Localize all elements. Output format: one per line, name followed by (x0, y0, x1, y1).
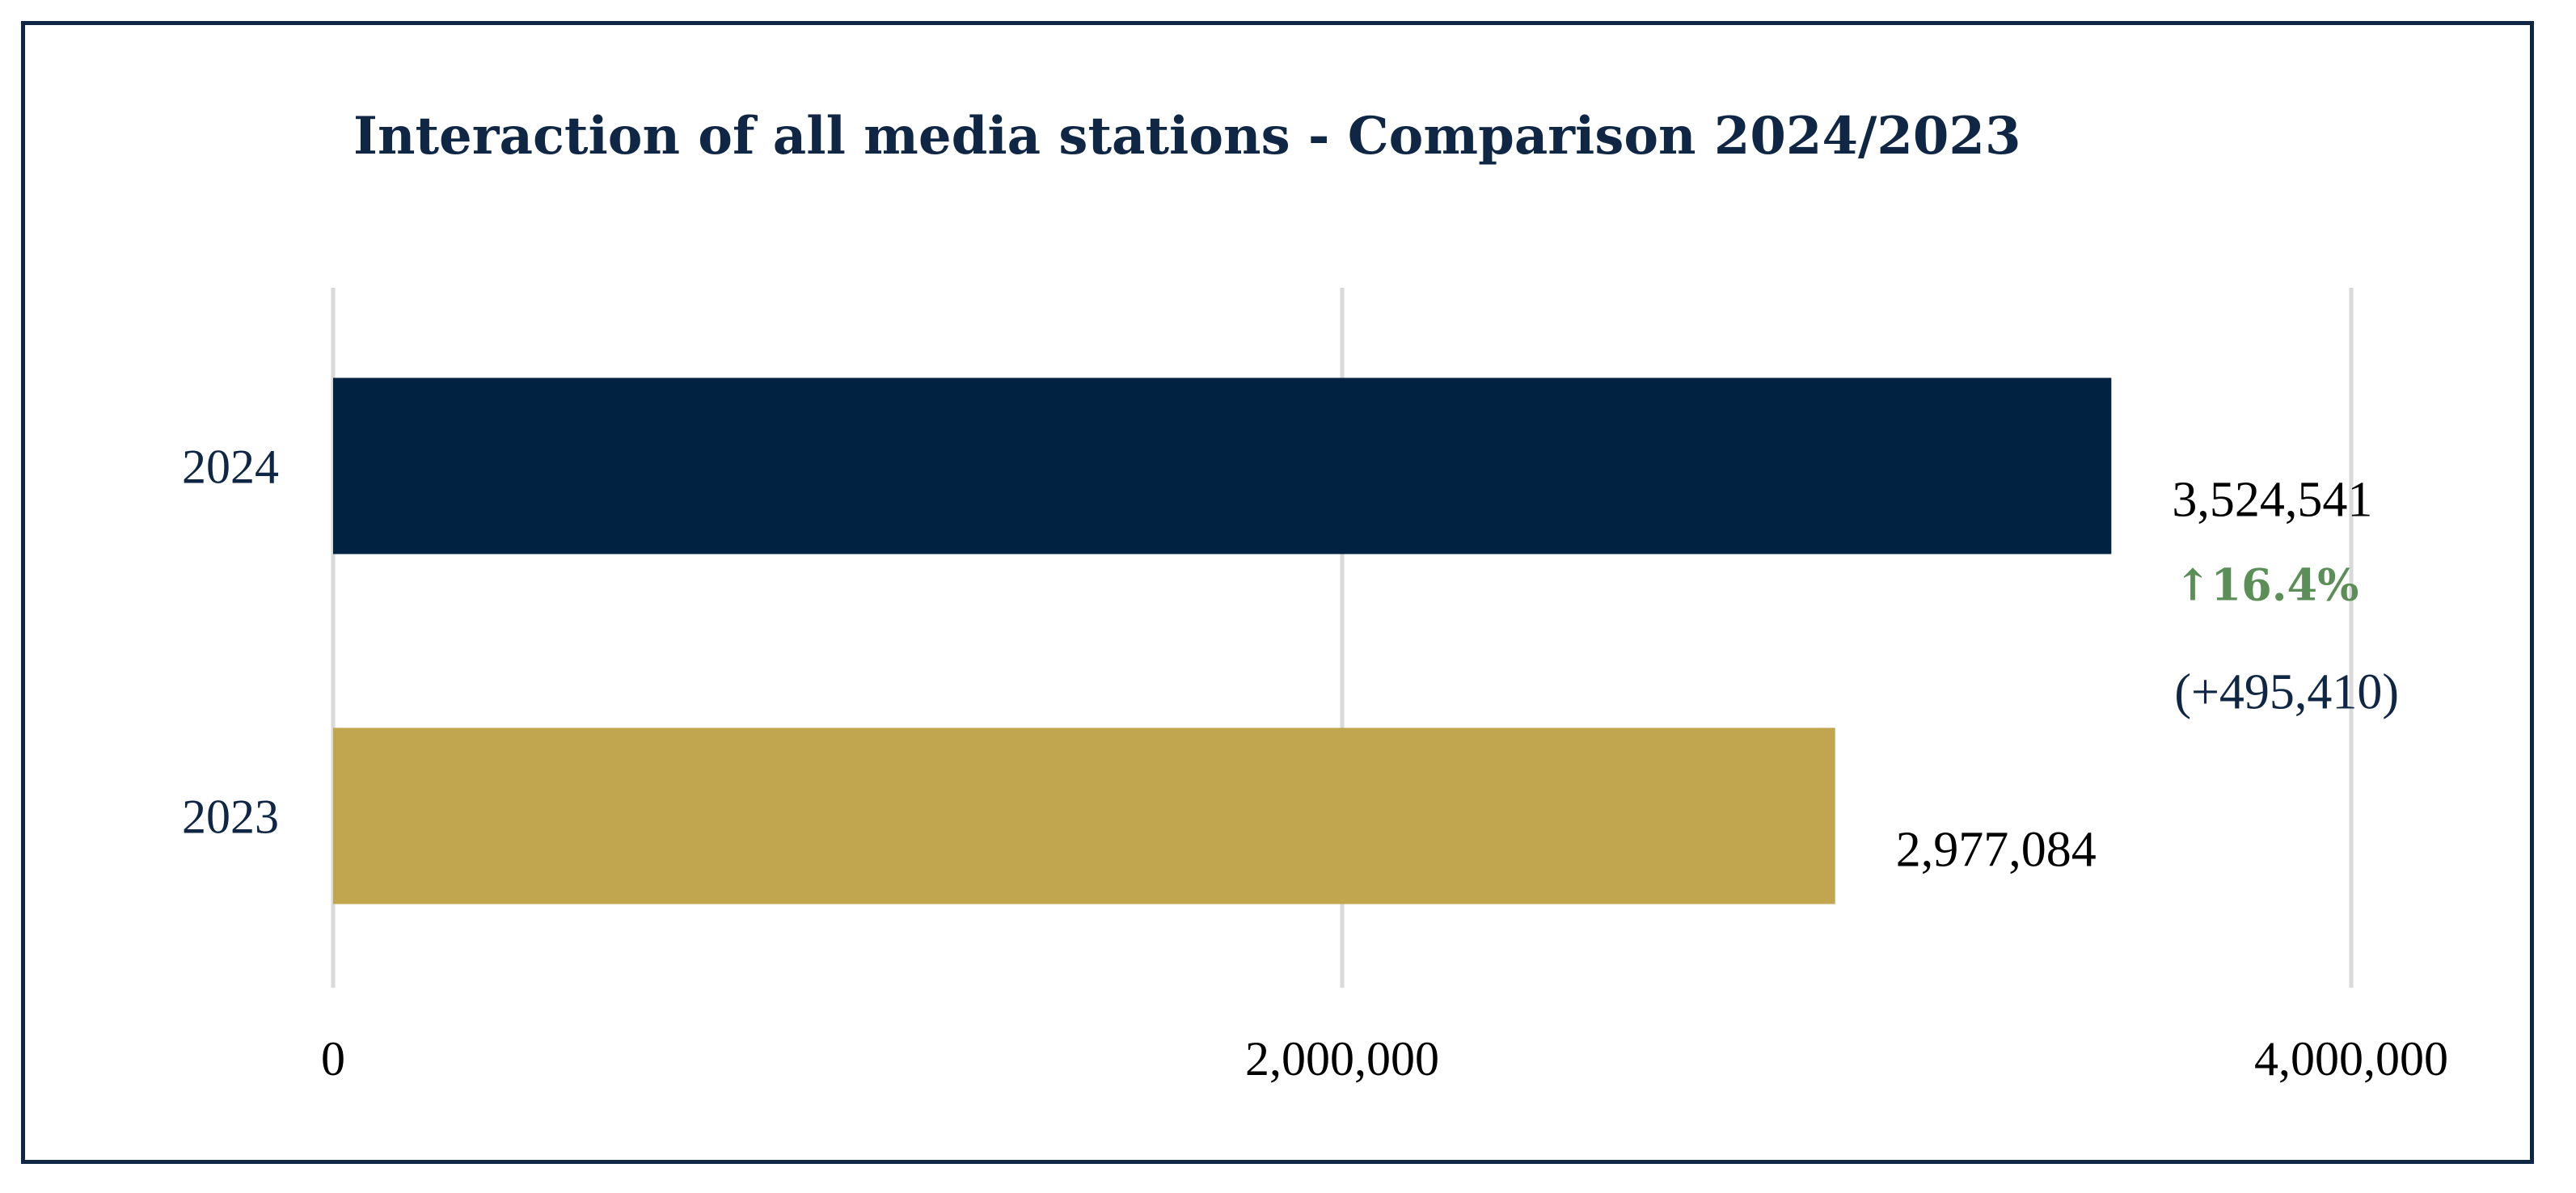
chart-title: Interaction of all media stations - Comp… (353, 106, 2021, 167)
x-tick-label: 2,000,000 (1245, 1032, 1439, 1086)
bars (333, 377, 2112, 904)
value-label: 2,977,084 (1896, 823, 2097, 878)
bar-2024 (333, 377, 2112, 554)
category-label: 2023 (182, 790, 279, 844)
change-absolute-annotation: (+495,410) (2174, 665, 2399, 720)
chart-frame (21, 21, 2534, 1164)
tick-labels: 0 2,000,000 4,000,000 (321, 1032, 2448, 1086)
x-tick-label: 4,000,000 (2254, 1032, 2448, 1086)
x-tick-label: 0 (321, 1032, 345, 1086)
value-labels: 3,524,541 2,977,084 (1896, 473, 2373, 878)
category-labels: 2024 2023 (182, 441, 279, 844)
value-label: 3,524,541 (2172, 473, 2372, 528)
category-label: 2024 (182, 441, 279, 494)
change-percent-annotation: ↑16.4% (2174, 559, 2359, 611)
bar-2023 (333, 727, 1835, 904)
